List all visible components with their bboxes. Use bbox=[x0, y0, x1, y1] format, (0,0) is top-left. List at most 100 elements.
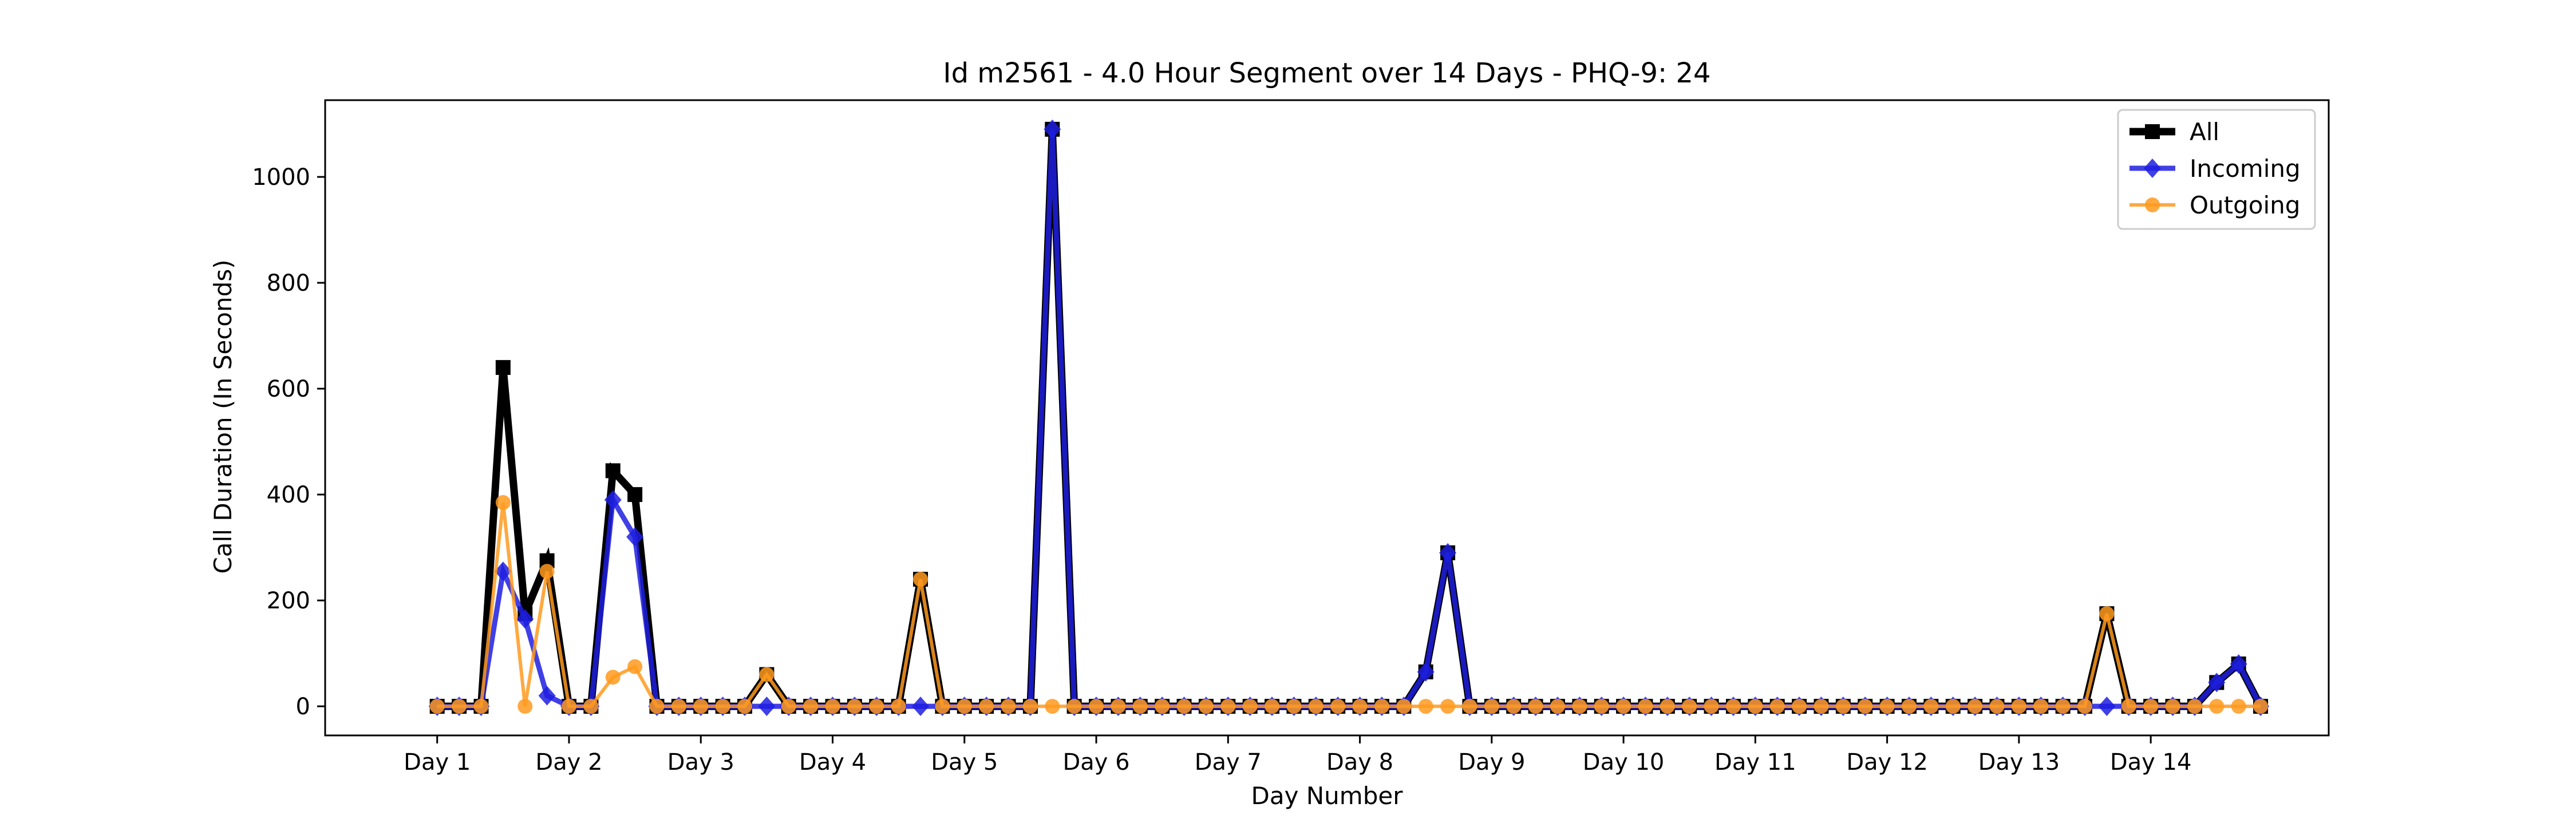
x-tick-label: Day 1 bbox=[404, 749, 471, 775]
data-point-outgoing bbox=[2231, 699, 2246, 714]
data-point-incoming bbox=[626, 527, 644, 547]
data-point-outgoing bbox=[1748, 699, 1763, 714]
data-point-outgoing bbox=[1132, 699, 1148, 714]
data-point-outgoing bbox=[1220, 699, 1236, 714]
data-point-outgoing bbox=[825, 699, 840, 714]
data-point-outgoing bbox=[1923, 699, 1939, 714]
data-point-outgoing bbox=[1286, 699, 1302, 714]
data-point-all bbox=[627, 487, 643, 502]
legend-item-incoming: Incoming bbox=[2129, 155, 2301, 183]
x-tick-label: Day 7 bbox=[1195, 749, 1262, 775]
data-point-outgoing bbox=[1045, 699, 1060, 714]
legend-item-outgoing: Outgoing bbox=[2129, 191, 2300, 219]
data-point-outgoing bbox=[1989, 699, 2005, 714]
data-point-outgoing bbox=[803, 699, 819, 714]
data-point-incoming bbox=[912, 697, 930, 717]
x-tick-label: Day 3 bbox=[667, 749, 734, 775]
data-point-outgoing bbox=[2055, 699, 2071, 714]
data-point-outgoing bbox=[759, 667, 775, 682]
data-point-outgoing bbox=[1155, 699, 1170, 714]
data-point-outgoing bbox=[781, 699, 796, 714]
data-point-incoming bbox=[604, 490, 622, 510]
data-point-outgoing bbox=[649, 699, 665, 714]
data-point-outgoing bbox=[1022, 699, 1038, 714]
data-point-all bbox=[495, 360, 511, 375]
data-point-outgoing bbox=[847, 699, 862, 714]
data-point-outgoing bbox=[452, 699, 467, 714]
data-point-outgoing bbox=[2011, 699, 2026, 714]
data-point-outgoing bbox=[737, 699, 752, 714]
data-point-outgoing bbox=[2077, 699, 2093, 714]
data-point-outgoing bbox=[2253, 699, 2269, 714]
data-point-outgoing bbox=[1176, 699, 1192, 714]
data-point-outgoing bbox=[1484, 699, 1499, 714]
data-point-outgoing bbox=[693, 699, 709, 714]
data-point-outgoing bbox=[2033, 699, 2049, 714]
data-point-outgoing bbox=[627, 659, 643, 674]
x-tick-label: Day 10 bbox=[1583, 749, 1665, 775]
data-point-outgoing bbox=[1374, 699, 1389, 714]
data-point-outgoing bbox=[1616, 699, 1631, 714]
data-point-outgoing bbox=[495, 495, 511, 510]
data-point-outgoing bbox=[1572, 699, 1587, 714]
y-axis-label: Call Duration (In Seconds) bbox=[209, 259, 237, 573]
data-point-outgoing bbox=[2209, 699, 2225, 714]
data-point-outgoing bbox=[1001, 699, 1016, 714]
data-point-incoming bbox=[2208, 672, 2226, 693]
data-point-outgoing bbox=[1418, 699, 1433, 714]
legend: All Incoming Outgoing bbox=[2117, 109, 2316, 230]
data-point-outgoing bbox=[1396, 699, 1412, 714]
x-tick-label: Day 11 bbox=[1714, 749, 1796, 775]
x-axis-label: Day Number bbox=[1251, 782, 1403, 810]
data-point-outgoing bbox=[1945, 699, 1961, 714]
data-point-outgoing bbox=[583, 699, 599, 714]
x-tick-label: Day 9 bbox=[1458, 749, 1525, 775]
data-point-outgoing bbox=[1528, 699, 1543, 714]
data-point-outgoing bbox=[1682, 699, 1697, 714]
data-point-outgoing bbox=[1330, 699, 1346, 714]
data-point-outgoing bbox=[1111, 699, 1126, 714]
data-point-incoming bbox=[538, 686, 556, 706]
data-point-outgoing bbox=[2099, 606, 2115, 622]
data-point-outgoing bbox=[1265, 699, 1280, 714]
data-point-outgoing bbox=[1462, 699, 1477, 714]
data-point-outgoing bbox=[891, 699, 906, 714]
data-point-outgoing bbox=[1835, 699, 1851, 714]
series-outgoing bbox=[429, 495, 2269, 714]
data-point-outgoing bbox=[869, 699, 884, 714]
data-point-incoming bbox=[2230, 654, 2247, 674]
legend-label-all: All bbox=[2190, 118, 2219, 146]
data-point-outgoing bbox=[1660, 699, 1675, 714]
data-point-outgoing bbox=[1198, 699, 1214, 714]
data-point-outgoing bbox=[2187, 699, 2202, 714]
data-point-outgoing bbox=[1879, 699, 1895, 714]
y-tick-label: 400 bbox=[267, 482, 310, 508]
legend-marker-all bbox=[2145, 124, 2160, 139]
data-point-outgoing bbox=[671, 699, 686, 714]
legend-label-incoming: Incoming bbox=[2190, 155, 2301, 183]
axes: Day 1 Day 2 Day 3 Day 4 Day 5 Day 6 Day 7 Day 8… bbox=[252, 99, 2330, 775]
x-tick-label: Day 2 bbox=[535, 749, 602, 775]
data-point-outgoing bbox=[1242, 699, 1258, 714]
y-tick-label: 600 bbox=[267, 376, 310, 402]
data-point-outgoing bbox=[1089, 699, 1104, 714]
data-point-outgoing bbox=[1792, 699, 1807, 714]
data-point-outgoing bbox=[1352, 699, 1368, 714]
data-point-outgoing bbox=[473, 699, 489, 714]
data-point-outgoing bbox=[1638, 699, 1653, 714]
data-point-outgoing bbox=[715, 699, 730, 714]
data-point-incoming bbox=[758, 697, 776, 717]
data-point-incoming bbox=[2098, 697, 2116, 717]
data-point-outgoing bbox=[1594, 699, 1609, 714]
data-point-outgoing bbox=[1967, 699, 1983, 714]
plot-frame bbox=[324, 99, 2330, 737]
legend-item-all: All bbox=[2129, 118, 2219, 146]
data-point-outgoing bbox=[605, 670, 621, 685]
data-point-incoming bbox=[1439, 543, 1457, 563]
plot-area bbox=[428, 119, 2270, 717]
data-point-outgoing bbox=[1066, 699, 1082, 714]
x-tick-label: Day 5 bbox=[931, 749, 998, 775]
data-point-outgoing bbox=[1440, 699, 1456, 714]
